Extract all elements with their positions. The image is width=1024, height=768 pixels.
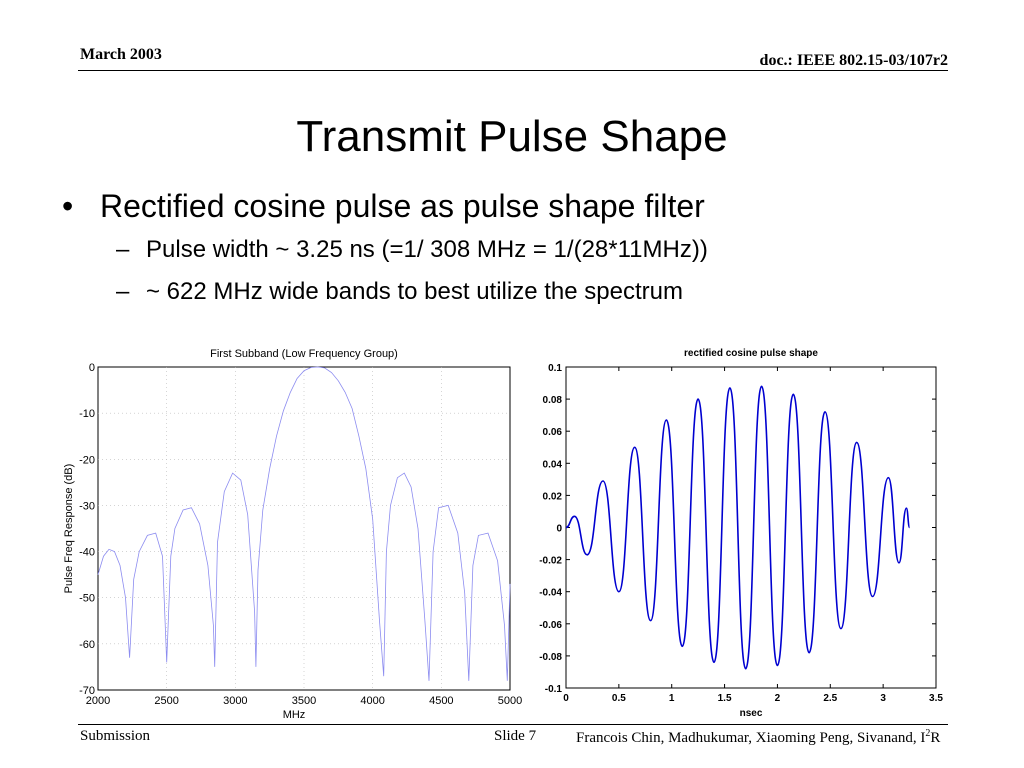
y-tick-label: -30 (79, 500, 95, 512)
x-tick-label: 4500 (429, 695, 453, 707)
header-doc-id: doc.: IEEE 802.15-03/107r2 (759, 52, 948, 69)
x-tick-label: 3.5 (929, 693, 943, 704)
y-tick-label: 0.02 (543, 491, 563, 502)
y-axis-label: Pulse Freq Response (dB) (63, 464, 75, 594)
footer-slide-number: Slide 7 (494, 728, 537, 744)
dash-icon: – (116, 278, 130, 305)
chart-title: First Subband (Low Frequency Group) (210, 348, 398, 360)
footer-submission: Submission (80, 728, 151, 744)
y-tick-label: 0.06 (543, 427, 563, 438)
y-tick-label: -10 (79, 408, 95, 420)
y-tick-label: -50 (79, 593, 95, 605)
x-tick-label: 5000 (498, 695, 522, 707)
y-tick-label: -40 (79, 547, 95, 559)
y-tick-label: 0 (89, 362, 95, 374)
y-tick-label: -0.04 (539, 588, 562, 599)
slide-title: Transmit Pulse Shape (296, 112, 728, 161)
y-tick-label: -70 (79, 685, 95, 697)
plot-frame (97, 366, 511, 691)
footer-rule (78, 724, 948, 725)
x-tick-label: 2.5 (823, 693, 837, 704)
y-tick-label: 0.1 (548, 363, 562, 374)
x-axis-label: nsec (740, 708, 763, 719)
footer-authors: Francois Chin, Madhukumar, Xiaoming Peng… (576, 728, 940, 747)
y-tick-label: 0 (556, 524, 562, 535)
pulse-shape-chart: 0 0.5 1 1.5 2 2.5 3 3.5 0.1 0.08 0.06 0.04 0.02 0 -0.0… (539, 348, 943, 719)
subband-response-chart: 2000 2500 3000 3500 4000 4500 5000 0 -10 -20 -30 -4… (63, 348, 522, 721)
x-tick-label: 0.5 (612, 693, 626, 704)
y-tick-label: -0.06 (539, 620, 562, 631)
sub-bullet-2: – ~ 622 MHz wide bands to best utilize th… (116, 278, 683, 306)
header-date: March 2003 (80, 46, 162, 63)
bullet-dot-icon: • (62, 188, 74, 224)
y-tick-label: -0.02 (539, 556, 562, 567)
y-tick-label: -20 (79, 454, 95, 466)
sub-bullet-1: – Pulse width ~ 3.25 ns (=1/ 308 MHz = 1/… (116, 236, 708, 264)
dash-icon: – (116, 236, 130, 263)
chart-title: rectified cosine pulse shape (684, 348, 818, 359)
x-axis-label: MHz (283, 709, 306, 721)
y-tick-label: 0.04 (543, 459, 563, 470)
y-tick-label: -0.1 (545, 684, 563, 695)
x-tick-label: 4000 (360, 695, 384, 707)
x-tick-label: 2000 (86, 695, 110, 707)
header-rule (78, 70, 948, 71)
footer-authors-sup: 2 (925, 728, 931, 739)
y-tick-label: -60 (79, 639, 95, 651)
x-tick-label: 0 (563, 693, 569, 704)
series-line (565, 385, 911, 670)
footer-authors-text: Francois Chin, Madhukumar, Xiaoming Peng… (576, 730, 926, 746)
x-tick-label: 2 (775, 693, 781, 704)
sub-bullet-text: ~ 622 MHz wide bands to best utilize the… (146, 278, 683, 305)
bullet-main-text: Rectified cosine pulse as pulse shape fi… (100, 188, 705, 224)
x-tick-label: 1.5 (718, 693, 732, 704)
x-tick-label: 3500 (292, 695, 316, 707)
x-tick-label: 2500 (154, 695, 178, 707)
sub-bullet-text: Pulse width ~ 3.25 ns (=1/ 308 MHz = 1/(… (146, 236, 708, 263)
x-tick-label: 3 (880, 693, 886, 704)
x-tick-label: 1 (669, 693, 675, 704)
y-tick-label: -0.08 (539, 652, 562, 663)
x-tick-label: 3000 (223, 695, 247, 707)
footer-authors-end: R (930, 730, 941, 746)
y-tick-label: 0.08 (543, 395, 563, 406)
series-line (97, 366, 511, 681)
bullet-main: • Rectified cosine pulse as pulse shape f… (62, 188, 705, 225)
